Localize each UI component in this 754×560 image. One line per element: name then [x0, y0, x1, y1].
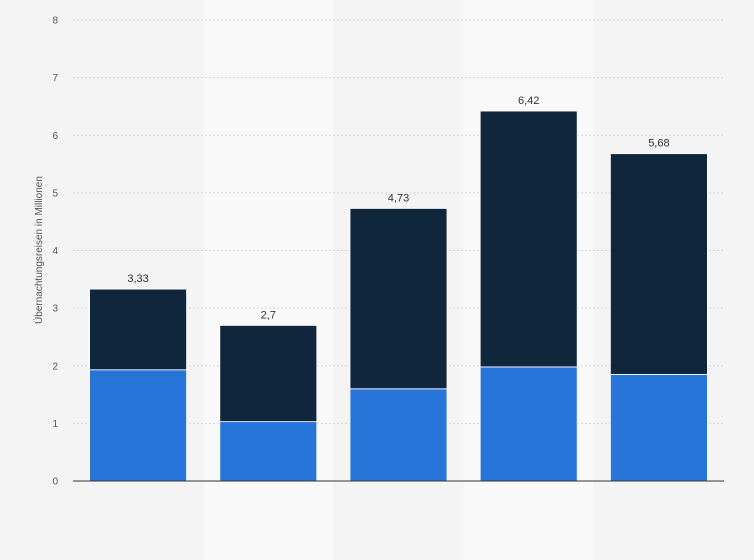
y-tick-label: 2 [52, 361, 58, 372]
bar-total-label: 4,73 [388, 192, 409, 204]
bar-total-label: 3,33 [127, 273, 148, 285]
bar-total-label: 5,68 [648, 138, 669, 150]
bar-segment-series-2 [349, 208, 448, 390]
y-tick-label: 3 [52, 304, 58, 315]
bar-segment-series-1 [219, 421, 318, 482]
y-tick-label: 1 [52, 419, 58, 430]
bar-total-label: 6,42 [518, 95, 539, 107]
y-tick-label: 8 [52, 16, 58, 27]
bar-segment-series-1 [349, 388, 448, 482]
y-axis-label: Übernachtungsreisen in Millionen [33, 176, 45, 324]
bar-segment-series-1 [479, 366, 578, 482]
y-tick-label: 5 [52, 188, 58, 199]
bar-segment-series-1 [610, 373, 708, 482]
bar-segment-series-1 [89, 369, 187, 482]
bar-segment-series-2 [89, 288, 187, 371]
bar-total-label: 2,7 [261, 309, 276, 321]
y-tick-label: 0 [52, 477, 58, 488]
bar-segment-series-2 [479, 110, 578, 368]
y-tick-label: 4 [52, 246, 58, 257]
y-tick-label: 7 [52, 73, 58, 84]
y-tick-label: 6 [52, 131, 58, 142]
bar-segment-series-2 [610, 153, 708, 375]
bar-segment-series-2 [219, 325, 318, 423]
